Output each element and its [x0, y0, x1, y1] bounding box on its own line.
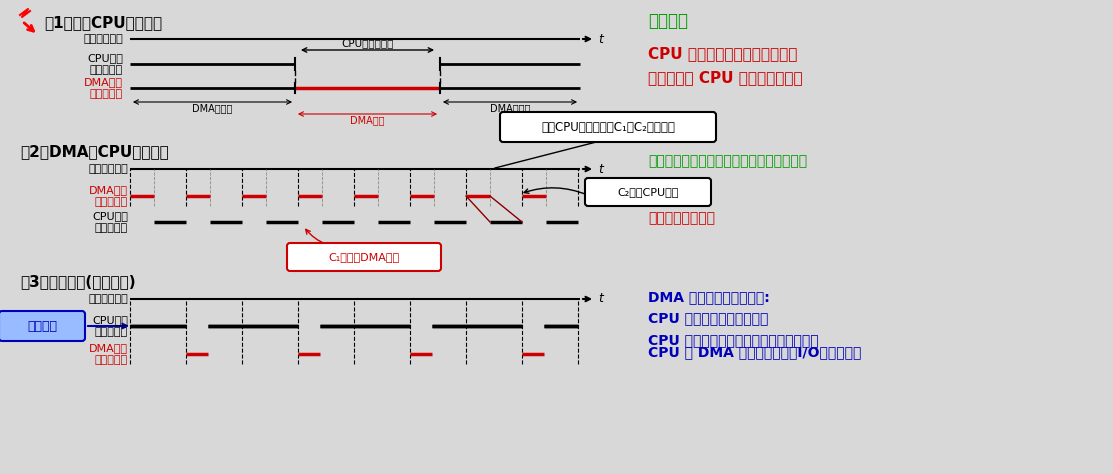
Text: DMA控制
并使用主存: DMA控制 并使用主存 [89, 343, 128, 365]
Text: 主存工作时间: 主存工作时间 [83, 34, 124, 44]
Text: （1）停止CPU访问主存: （1）停止CPU访问主存 [45, 16, 162, 30]
Text: DMA控制
并使用主存: DMA控制 并使用主存 [89, 185, 128, 207]
Text: DMA工作: DMA工作 [351, 115, 385, 125]
Text: CPU 处于不工作状态或保持状态: CPU 处于不工作状态或保持状态 [648, 46, 797, 62]
Text: DMA不工作: DMA不工作 [193, 103, 233, 113]
Text: CPU 此时不访存（不冲突）: CPU 此时不访存（不冲突） [648, 311, 768, 325]
Text: 未充分发挥 CPU 对主存的利用率: 未充分发挥 CPU 对主存的利用率 [648, 71, 802, 85]
Text: CPU不执行程序: CPU不执行程序 [342, 38, 394, 48]
FancyBboxPatch shape [500, 112, 716, 142]
Text: （3）周期挪用(周期窃取): （3）周期挪用(周期窃取) [20, 274, 136, 290]
Text: 存取周期: 存取周期 [27, 319, 57, 332]
Text: C₂专供CPU访存: C₂专供CPU访存 [618, 187, 679, 197]
Text: C₁和专供DMA访存: C₁和专供DMA访存 [328, 252, 400, 262]
Text: t: t [598, 33, 603, 46]
FancyBboxPatch shape [287, 243, 441, 271]
Text: 主存工作时间: 主存工作时间 [88, 294, 128, 304]
Text: DMA控制
并使用主存: DMA控制 并使用主存 [83, 77, 124, 99]
Text: 一个CPU周期，分为C₁和C₂两个周期: 一个CPU周期，分为C₁和C₂两个周期 [541, 120, 674, 134]
Text: DMA不工作: DMA不工作 [490, 103, 530, 113]
Text: t: t [598, 292, 603, 306]
Text: t: t [598, 163, 603, 175]
Text: CPU控制
并使用主存: CPU控制 并使用主存 [87, 53, 124, 75]
Text: CPU 与 DMA 同时请求访存（I/O请求优先）: CPU 与 DMA 同时请求访存（I/O请求优先） [648, 345, 861, 359]
Text: CPU控制
并使用主存: CPU控制 并使用主存 [92, 315, 128, 337]
Text: 控制简单: 控制简单 [648, 12, 688, 30]
Text: DMA 访问主存有三种可能:: DMA 访问主存有三种可能: [648, 290, 770, 304]
FancyBboxPatch shape [0, 311, 85, 341]
Text: 不需要总线使用权的申请、建立和归还过程: 不需要总线使用权的申请、建立和归还过程 [648, 154, 807, 168]
Text: 硬件逻辑更为复杂: 硬件逻辑更为复杂 [648, 211, 715, 225]
Text: CPU控制
并使用主存: CPU控制 并使用主存 [92, 211, 128, 233]
FancyBboxPatch shape [585, 178, 711, 206]
Text: 主存工作时间: 主存工作时间 [88, 164, 128, 174]
Text: （2）DMA与CPU交替访存: （2）DMA与CPU交替访存 [20, 145, 169, 159]
Text: CPU 正在访存（存取周期结束让出总线）: CPU 正在访存（存取周期结束让出总线） [648, 333, 819, 347]
